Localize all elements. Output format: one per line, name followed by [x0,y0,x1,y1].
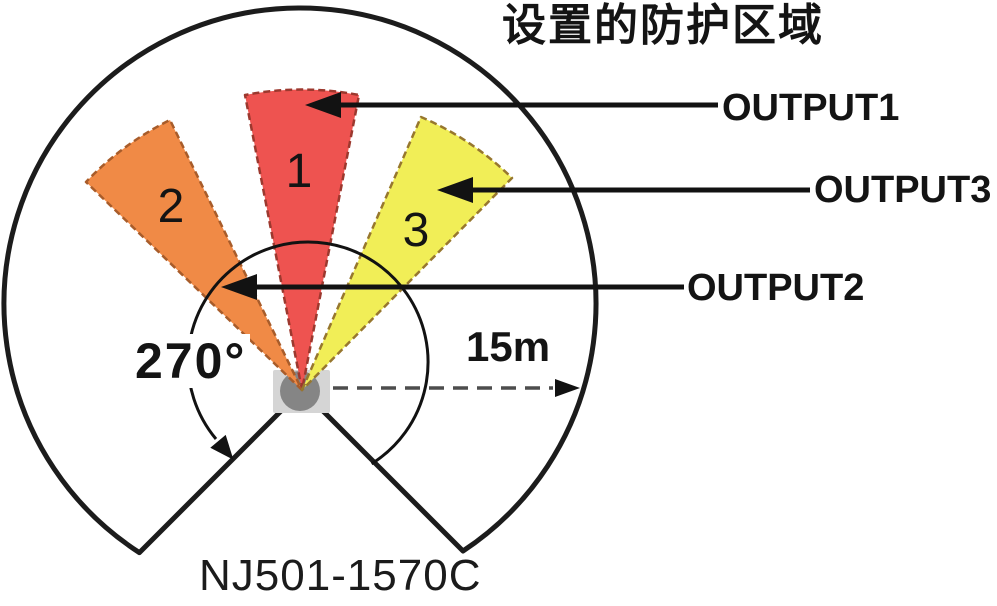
output1-arrowhead-icon [305,92,341,118]
zone-1-number: 1 [285,145,313,198]
zone-2-number: 2 [157,180,185,233]
page-title: 设置的防护区域 [502,1,824,50]
zone-1-wedge [243,88,361,392]
zone-2-wedge [84,118,304,392]
output2-arrowhead-icon [221,274,257,300]
coverage-angle-label: 270° [131,334,251,388]
device-model-label: NJ501-1570C [199,551,482,600]
output2-label: OUTPUT2 [687,267,865,309]
zone-3-number: 3 [402,204,430,257]
coverage-range-label: 15m [466,323,551,370]
output1-label: OUTPUT1 [722,87,900,129]
output3-label: OUTPUT3 [814,169,992,211]
output3-arrowhead-icon [437,177,473,203]
range-arrowhead-icon [555,379,580,397]
coverage-arc-arrowhead-icon [210,434,234,460]
